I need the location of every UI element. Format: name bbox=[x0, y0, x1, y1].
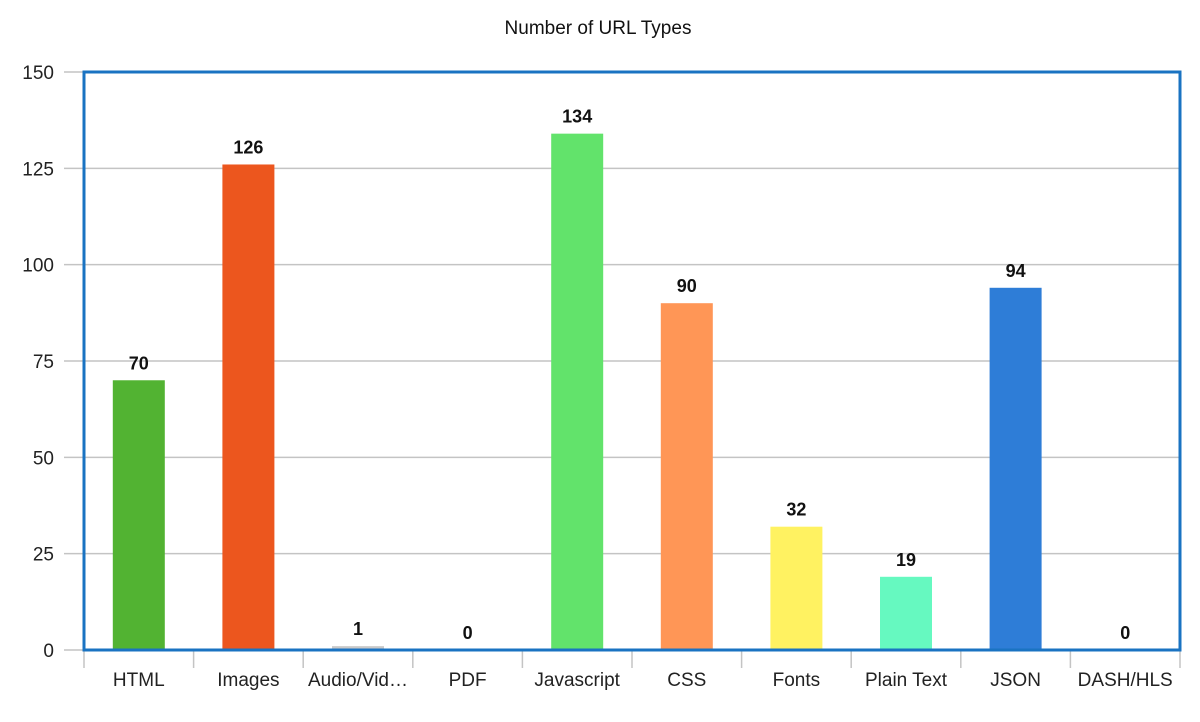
bar bbox=[551, 133, 604, 651]
x-tick-label: DASH/HLS bbox=[1078, 670, 1173, 691]
y-tick-label: 150 bbox=[22, 63, 54, 84]
bar bbox=[770, 526, 823, 650]
data-label: 94 bbox=[1006, 261, 1026, 281]
data-label: 134 bbox=[562, 107, 592, 127]
data-label: 70 bbox=[129, 353, 149, 373]
data-label: 90 bbox=[677, 276, 697, 296]
bars bbox=[112, 133, 1042, 651]
y-tick-label: 75 bbox=[33, 352, 54, 373]
bar bbox=[222, 164, 275, 651]
data-label: 126 bbox=[233, 137, 263, 157]
plot-frame bbox=[82, 70, 1182, 652]
data-label: 19 bbox=[896, 550, 916, 570]
data-labels: 70 126 1 0 134 90 32 19 94 0 bbox=[129, 107, 1130, 643]
chart-title: Number of URL Types bbox=[505, 18, 692, 39]
data-label: 1 bbox=[353, 619, 363, 639]
x-tick-label: Plain Text bbox=[865, 670, 948, 691]
y-axis-ticks: 0 25 50 75 100 125 150 bbox=[22, 63, 54, 662]
bar bbox=[112, 380, 165, 650]
bar bbox=[989, 287, 1042, 650]
x-tick-label: Javascript bbox=[534, 670, 620, 691]
x-tick-label: JSON bbox=[990, 670, 1041, 691]
x-axis-ticks: HTML Images Audio/Vid… PDF Javascript CSS Font… bbox=[83, 650, 1181, 691]
x-tick-label: HTML bbox=[113, 670, 165, 691]
y-tick-label: 25 bbox=[33, 545, 54, 566]
x-tick-label: Images bbox=[217, 670, 279, 691]
data-label: 0 bbox=[1120, 623, 1130, 643]
x-tick-label: Fonts bbox=[773, 670, 821, 691]
y-tick-label: 0 bbox=[43, 641, 54, 662]
bar bbox=[880, 576, 932, 650]
y-tick-label: 50 bbox=[33, 448, 54, 469]
data-label: 0 bbox=[463, 623, 473, 643]
data-label: 32 bbox=[786, 500, 806, 520]
y-tick-label: 100 bbox=[22, 256, 54, 277]
x-tick-label: Audio/Vid… bbox=[308, 670, 408, 691]
x-tick-label: CSS bbox=[667, 670, 706, 691]
bar bbox=[332, 646, 384, 650]
x-tick-label: PDF bbox=[449, 670, 487, 691]
y-tick-label: 125 bbox=[22, 159, 54, 180]
bar bbox=[660, 303, 713, 650]
